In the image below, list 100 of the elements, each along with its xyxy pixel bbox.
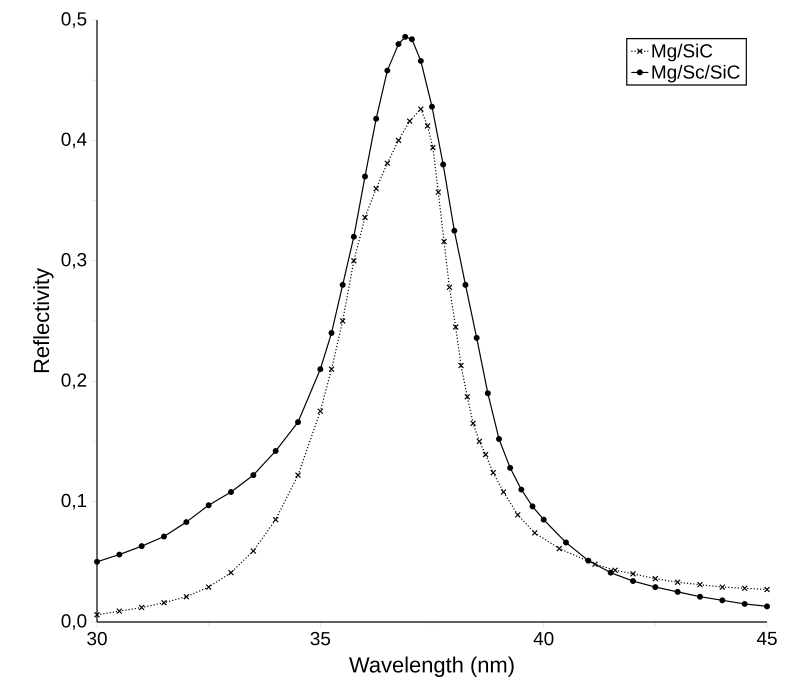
point [484,390,491,396]
point [272,516,279,523]
point [384,160,390,166]
point [496,436,502,442]
point [350,234,357,240]
point [697,594,703,600]
point [430,144,436,151]
y-axis-title: Reflectivity [33,268,54,372]
point [328,330,334,336]
point [764,586,770,592]
point [470,420,476,426]
point [350,258,357,264]
point [94,612,100,618]
point [328,366,335,372]
point [674,579,681,586]
point [518,486,524,492]
y-tick-label: 0,0 [62,614,86,630]
y-tick-label: 0,4 [62,132,87,148]
point [373,185,380,192]
point [440,238,448,244]
point [317,366,324,372]
point [395,137,402,144]
point [446,284,452,290]
point [295,419,301,425]
point [250,472,256,478]
point [482,451,489,458]
point [500,488,507,495]
point [116,551,122,558]
y-tick-label: 0,3 [62,252,86,268]
point [462,282,468,288]
point [396,40,402,47]
point [138,543,145,550]
point [160,600,168,606]
point [532,530,538,536]
point [563,539,569,546]
legend-label: Mg/SiC [652,44,712,62]
x-tick-label: 35 [310,632,330,646]
point [116,608,122,614]
point [362,173,368,180]
point [630,578,636,584]
point [94,558,100,565]
point [373,116,380,122]
point [250,548,256,554]
point [630,570,636,577]
point [424,122,431,129]
point [161,533,167,540]
point [206,502,212,508]
point [474,334,480,341]
point [294,472,302,478]
point [452,324,459,330]
point [362,214,368,220]
point [402,34,408,40]
y-tick-label: 0,5 [62,12,86,28]
point [206,584,212,590]
legend-label: Mg/Sc/SiC [652,64,740,82]
point [674,588,681,595]
point [592,561,598,568]
point [418,106,424,112]
point [340,282,346,288]
x-axis-title: Wavelength (nm) [349,656,514,677]
point [719,584,726,590]
point [696,581,704,588]
point [742,600,748,607]
point [585,557,592,564]
point [408,36,415,42]
point [490,470,496,476]
point [228,488,234,495]
point [652,584,658,590]
point [556,545,562,552]
point [612,567,618,574]
point [384,67,390,74]
point [435,188,442,196]
point [340,318,346,324]
y-tick-label: 0,1 [62,494,86,510]
point [742,585,748,592]
point [530,503,536,510]
point [440,161,446,168]
point [317,408,324,414]
point [183,518,190,525]
point [228,569,234,576]
point [451,228,458,234]
point [507,464,514,471]
y-tick-label: 0,2 [62,373,86,389]
point [540,516,547,523]
point [272,448,279,454]
point [406,118,413,124]
point [719,597,726,604]
x-tick-label: 45 [756,632,777,645]
point [183,594,190,600]
point [458,362,464,368]
point [514,512,521,518]
point [418,58,424,64]
point [652,575,658,582]
point [464,394,470,400]
point [764,603,770,610]
point [138,604,145,610]
x-tick-label: 30 [87,632,107,646]
x-tick-label: 40 [534,632,554,646]
point [429,104,435,110]
point [608,570,614,576]
